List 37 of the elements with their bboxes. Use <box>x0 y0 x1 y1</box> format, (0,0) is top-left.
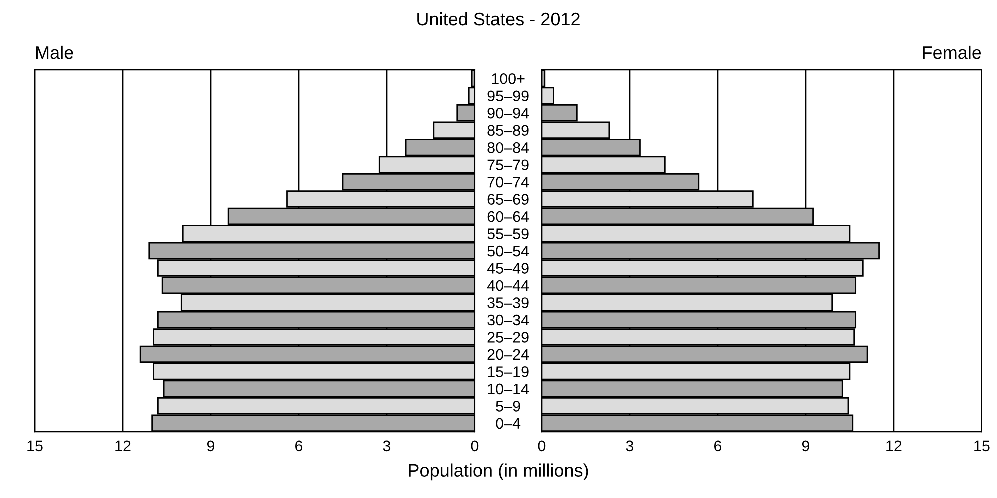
x-tick-label: 6 <box>714 440 722 452</box>
y-tick-label: 20–24 <box>488 349 530 360</box>
y-tick-label: 10–14 <box>488 384 530 395</box>
x-tick-label: 0 <box>471 440 479 452</box>
x-tick-label: 9 <box>802 440 810 452</box>
x-tick-label: 0 <box>538 440 546 452</box>
y-tick-label: 80–84 <box>488 142 530 154</box>
y-tick-label: 60–64 <box>488 211 530 222</box>
y-tick-label: 5–9 <box>496 401 520 412</box>
x-tick-label: 15 <box>974 440 990 452</box>
x-tick-label: 6 <box>296 440 303 452</box>
y-tick-label: 0–4 <box>496 418 521 430</box>
x-tick-label: 12 <box>116 440 131 452</box>
y-tick-label: 50–54 <box>488 246 530 257</box>
chart-subtitle: Female <box>923 46 982 60</box>
y-tick-label: 25–29 <box>488 332 529 343</box>
chart-subtitle: Male <box>36 46 74 60</box>
y-tick-label: 85–89 <box>488 125 529 136</box>
y-tick-label: 55–59 <box>488 228 529 240</box>
y-tick-label: 70–74 <box>488 176 530 188</box>
x-tick-label: 12 <box>886 440 902 452</box>
x-axis-title: Population (in millions) <box>409 464 588 481</box>
chart-title: United States - 2012 <box>418 12 580 26</box>
y-tick-label: 65–69 <box>488 194 529 205</box>
y-tick-label: 35–39 <box>488 298 529 308</box>
y-tick-label: 90–94 <box>488 108 530 119</box>
x-tick-label: 3 <box>383 440 391 452</box>
y-tick-label: 15–19 <box>488 366 529 378</box>
y-tick-label: 45–49 <box>487 263 529 274</box>
y-tick-label: 95–99 <box>488 90 529 102</box>
x-tick-label: 3 <box>626 440 634 452</box>
y-tick-label: 100+ <box>492 74 525 84</box>
y-tick-label: 40–44 <box>487 280 530 292</box>
x-tick-label: 15 <box>28 440 43 452</box>
y-tick-label: 30–34 <box>488 314 530 326</box>
x-tick-label: 9 <box>207 440 215 452</box>
y-tick-label: 75–79 <box>488 160 529 171</box>
